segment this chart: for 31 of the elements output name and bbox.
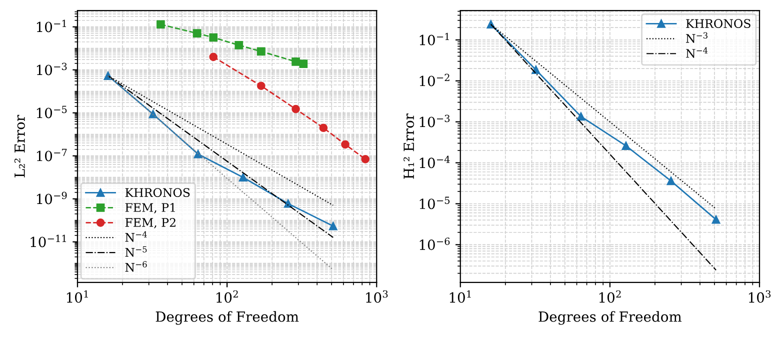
y-tick-label: 10$^{−1}$ (36, 20, 66, 32)
y-tick-label: 10$^{−3}$ (36, 62, 67, 76)
x-tick-label: 10$^{3}$ (748, 290, 771, 303)
legend-label: N$^{−3}$ (686, 32, 708, 43)
y-tick-label: 10$^{−11}$ (30, 234, 66, 248)
x-axis-title: Degrees of Freedom (156, 311, 299, 325)
y-tick-label: 10$^{−3}$ (420, 114, 450, 128)
y-tick-label: 10$^{−4}$ (420, 156, 450, 168)
x-tick-label: 10$^{1}$ (450, 290, 471, 303)
legend-label: N$^{−6}$ (125, 261, 147, 272)
y-axis-title: H₁² Error (404, 113, 414, 179)
y-tick-label: 10$^{−6}$ (420, 238, 450, 250)
legend-label: N$^{−4}$ (125, 231, 147, 242)
y-axis-title: L₂² Error (14, 114, 25, 178)
x-tick-label: 10$^{2}$ (599, 290, 621, 303)
legend-label: KHRONOS (686, 19, 750, 28)
y-tick-label: 10$^{−1}$ (420, 32, 449, 46)
y-tick-label: 10$^{−5}$ (420, 196, 450, 210)
y-tick-label: 10$^{−7}$ (36, 148, 67, 162)
legend-label: N$^{−5}$ (125, 246, 147, 257)
legend-label: FEM, P2 (125, 218, 176, 228)
legend-label: KHRONOS (125, 188, 190, 198)
x-tick-label: 10$^{2}$ (216, 290, 238, 303)
legend-label: FEM, P1 (125, 203, 175, 214)
y-tick-label: 10$^{−2}$ (420, 74, 450, 86)
y-tick-label: 10$^{−9}$ (36, 192, 67, 204)
x-axis-title: Degrees of Freedom (538, 311, 682, 325)
y-tick-label: 10$^{−5}$ (36, 106, 67, 118)
legend-label: N$^{−4}$ (686, 47, 708, 58)
x-tick-label: 10$^{1}$ (66, 290, 88, 303)
x-tick-label: 10$^{3}$ (366, 290, 388, 303)
